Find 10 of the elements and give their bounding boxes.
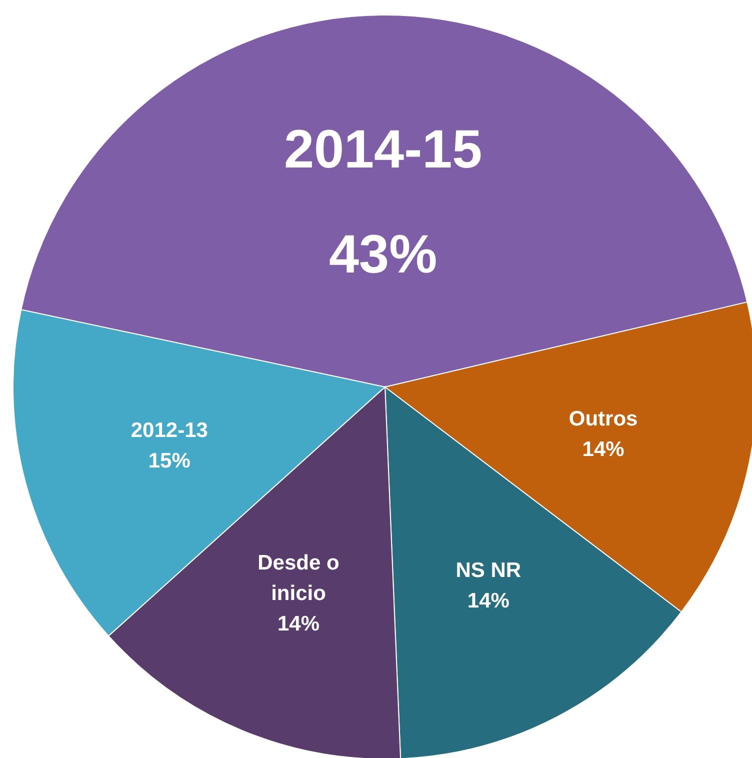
data-label: 15% (148, 449, 191, 472)
data-label: 43% (329, 224, 438, 285)
slice-label: Desde o inicio (258, 552, 340, 606)
data-label: 14% (467, 589, 510, 612)
slice-label: 2014-15 (284, 119, 482, 180)
slice-label: Outros (568, 408, 638, 431)
slice-label: NS NR (456, 558, 522, 582)
data-label: 14% (582, 438, 625, 461)
slice-label: 2012-13 (130, 418, 208, 442)
data-label: 14% (277, 612, 320, 636)
